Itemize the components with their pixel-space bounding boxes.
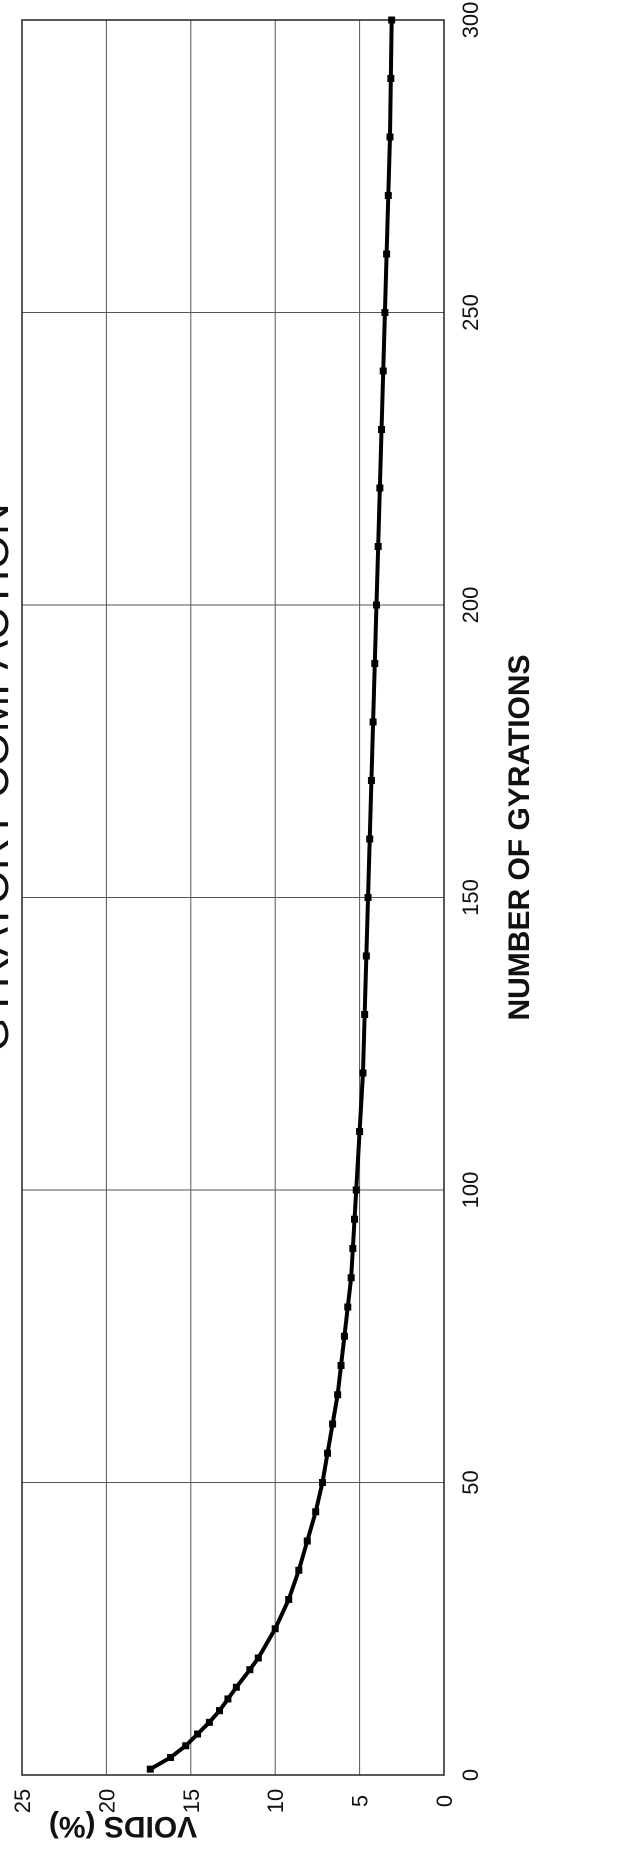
data-point [378, 426, 386, 433]
x-tick-label: 0 [458, 1769, 483, 1781]
x-axis-title: NUMBER OF GYRATIONS [503, 654, 536, 1020]
data-point [312, 1508, 320, 1516]
x-tick-label: 250 [458, 294, 483, 331]
y-tick-label: 20 [94, 1789, 119, 1813]
data-point [362, 952, 370, 960]
data-point [303, 1537, 311, 1545]
data-point [376, 484, 384, 492]
gridlines [21, 19, 445, 1776]
x-tick-label: 300 [458, 2, 483, 39]
data-point [371, 660, 379, 667]
y-tick-label: 25 [10, 1789, 35, 1813]
y-axis-title: VOIDS (%) [49, 1810, 197, 1843]
data-point [295, 1566, 303, 1574]
x-tick-label: 100 [458, 1172, 483, 1209]
data-point [329, 1420, 337, 1428]
data-point [369, 718, 377, 726]
data-point [224, 1695, 232, 1703]
y-tick-label: 0 [432, 1795, 457, 1807]
data-point [205, 1718, 213, 1726]
data-point [349, 1245, 357, 1252]
tick-labels: 0 50 100 150 200 250 300 0 5 10 15 20 25 [10, 2, 483, 1814]
y-tick-label: 10 [263, 1789, 288, 1813]
data-point [324, 1449, 332, 1457]
data-point [334, 1391, 342, 1399]
x-tick-label: 50 [458, 1470, 483, 1494]
data-point [347, 1274, 355, 1282]
data-point [384, 192, 392, 199]
data-point [379, 367, 387, 375]
data-point [146, 1765, 154, 1773]
data-point [383, 250, 391, 258]
data-point [254, 1654, 262, 1662]
data-point [366, 835, 374, 843]
y-tick-label: 5 [348, 1795, 373, 1807]
data-point [340, 1332, 348, 1340]
data-point [337, 1362, 345, 1369]
data-point [374, 543, 382, 550]
x-tick-label: 200 [458, 587, 483, 624]
chart-title: GYRATORY COMPACTION [0, 503, 18, 1051]
data-point [387, 75, 395, 82]
data-point [352, 1186, 360, 1194]
data-point [364, 894, 372, 901]
data-point [215, 1707, 223, 1715]
data-point [367, 777, 375, 784]
data-point [232, 1683, 240, 1691]
data-point [359, 1069, 367, 1077]
data-point [318, 1479, 326, 1486]
series-line [149, 19, 394, 1771]
data-point [372, 601, 380, 609]
data-point [351, 1215, 359, 1223]
series-voids [146, 16, 396, 1773]
data-point [194, 1730, 202, 1738]
data-point [246, 1666, 254, 1674]
data-point [356, 1128, 364, 1135]
data-point [381, 309, 389, 316]
y-tick-label: 15 [179, 1789, 204, 1813]
plot-area [21, 19, 445, 1776]
data-point [388, 16, 396, 24]
data-point [386, 133, 394, 141]
data-point [271, 1625, 279, 1633]
data-point [182, 1742, 190, 1750]
data-point [361, 1011, 369, 1018]
data-point [167, 1753, 175, 1761]
data-point [285, 1596, 293, 1603]
x-tick-label: 150 [458, 879, 483, 916]
data-point [344, 1303, 352, 1311]
